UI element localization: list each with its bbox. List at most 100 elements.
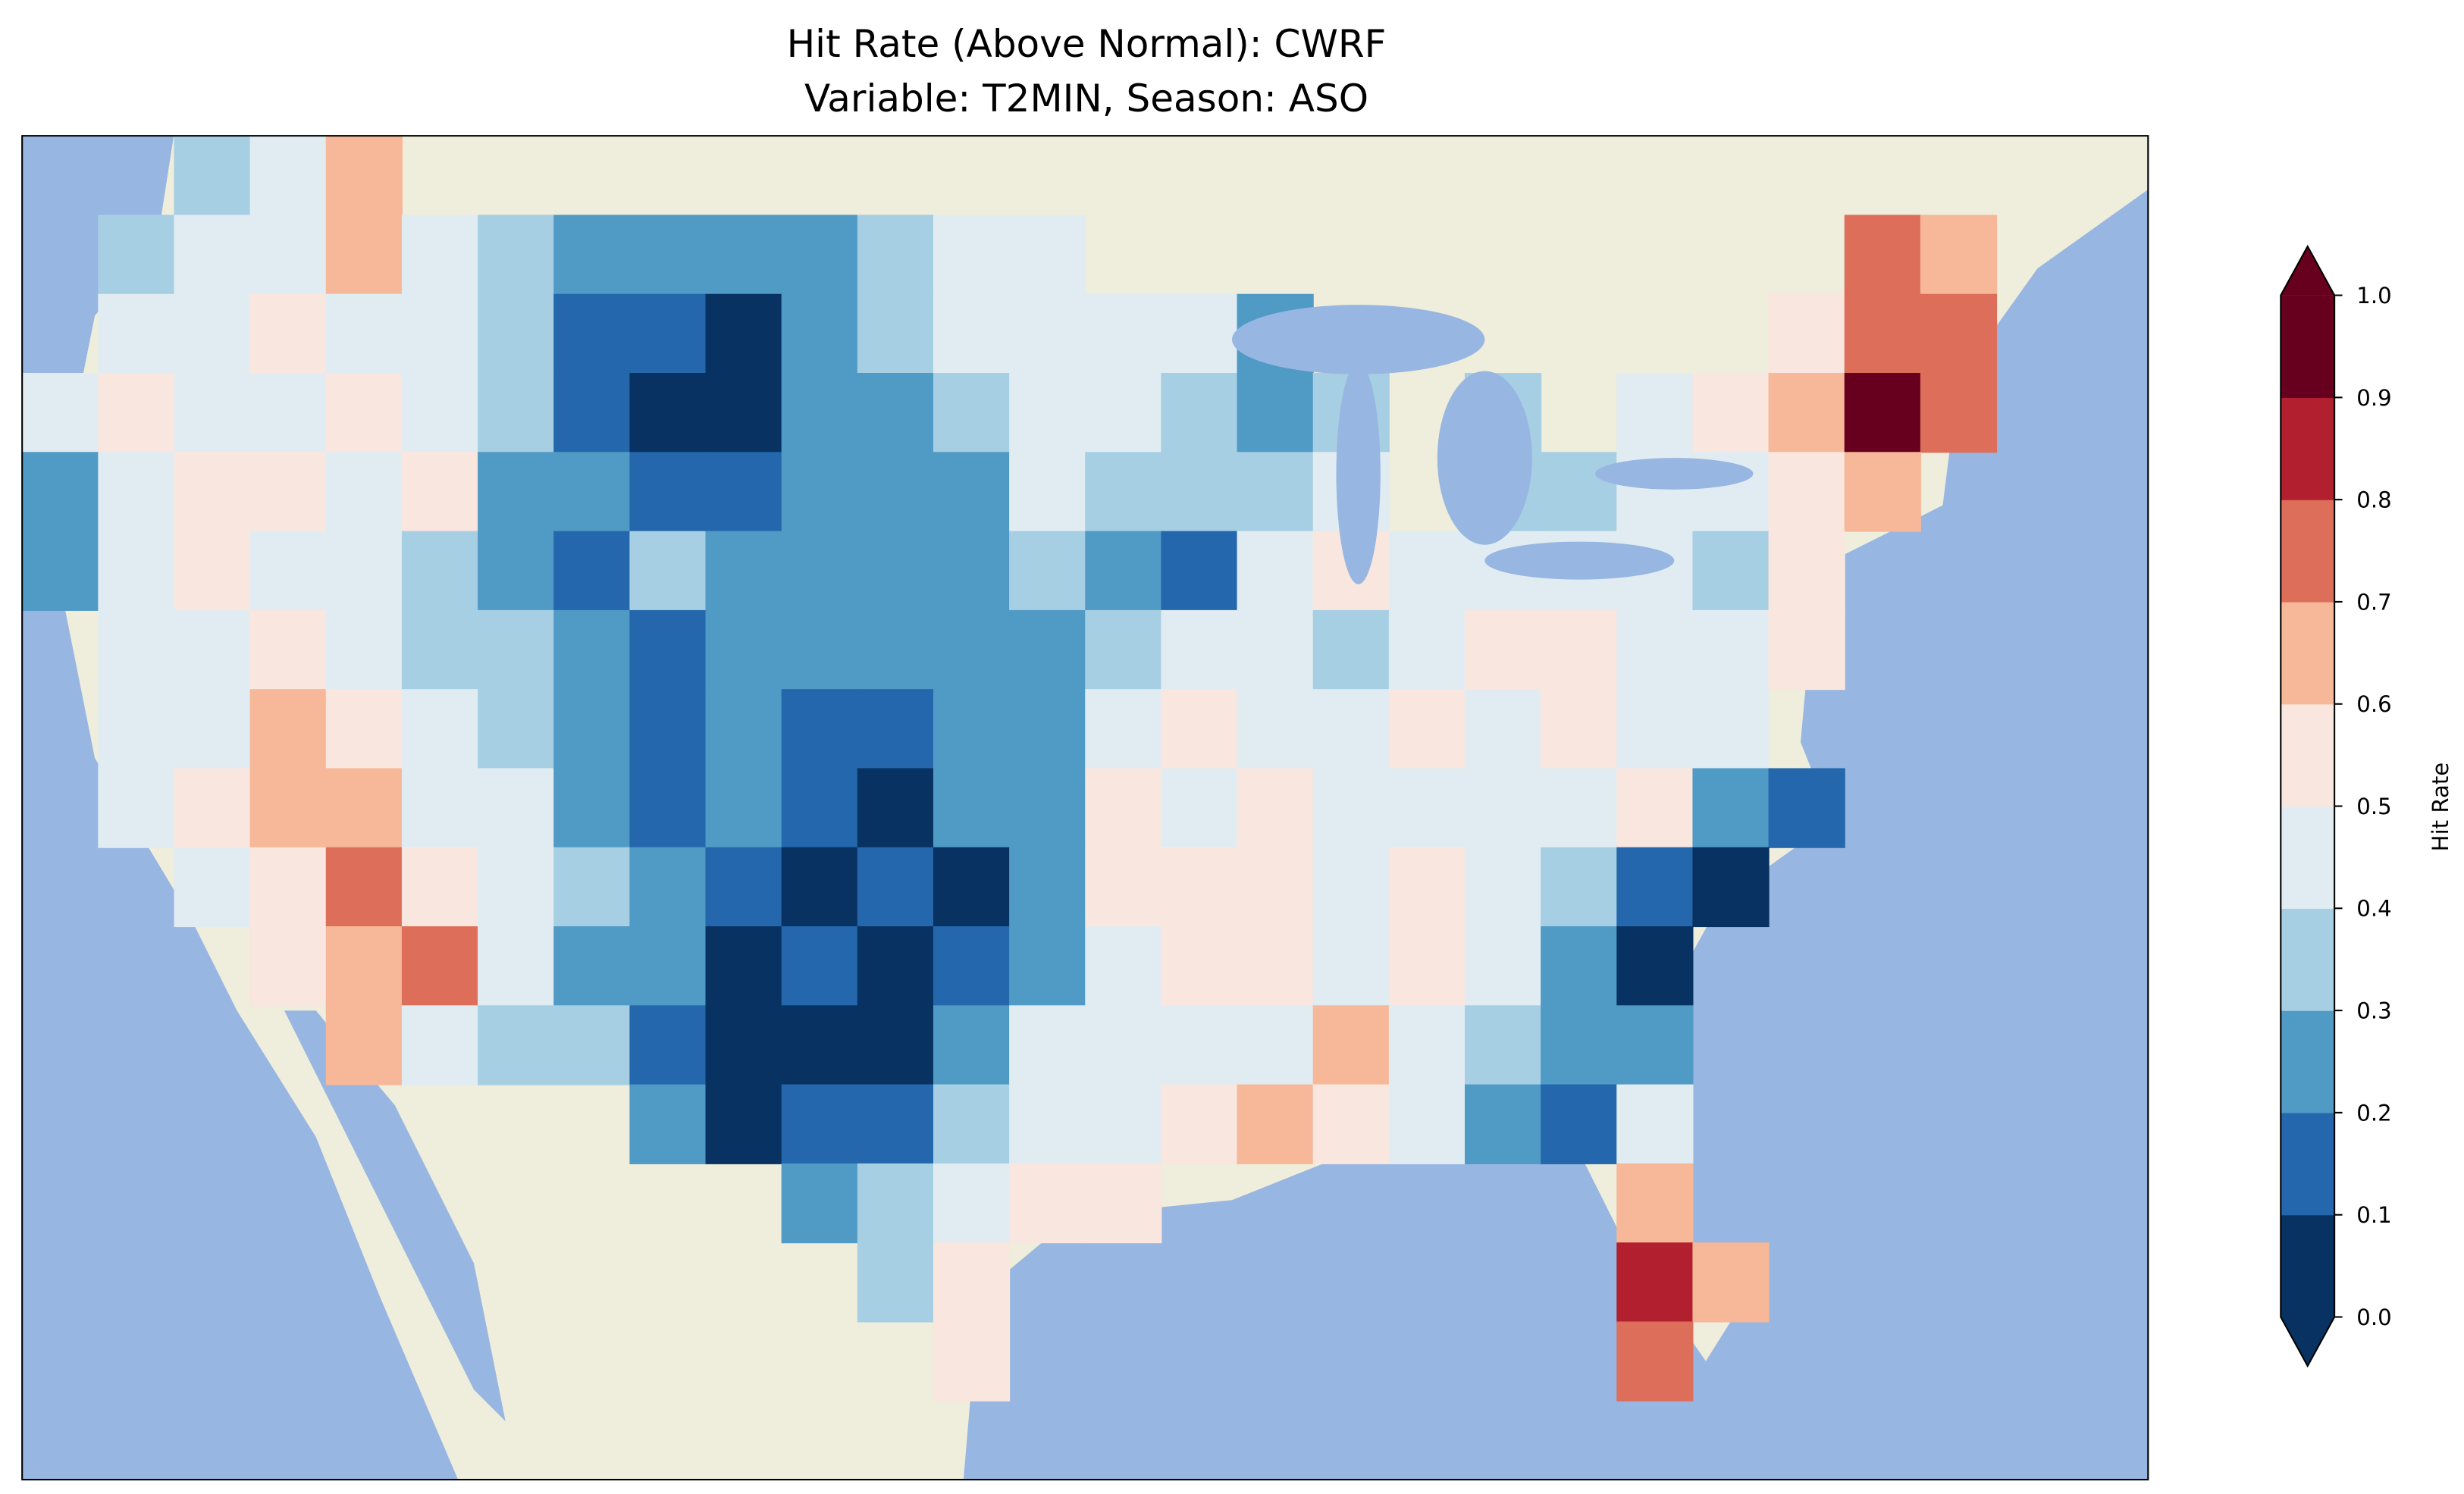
lake — [1336, 363, 1381, 584]
heatmap-cell — [1616, 689, 1694, 769]
heatmap-cell — [629, 1084, 707, 1164]
heatmap-cell — [1237, 926, 1314, 1007]
colorbar-tick-label: 0.1 — [2356, 1202, 2391, 1228]
axes-frame — [21, 135, 2149, 1481]
heatmap-cell — [933, 215, 1011, 295]
heatmap-cell — [781, 1005, 858, 1085]
colorbar-tick-label: 0.5 — [2356, 794, 2391, 819]
heatmap-cell — [249, 293, 327, 374]
heatmap-cell — [1464, 768, 1542, 848]
heatmap-cell — [249, 847, 327, 928]
heatmap-cell — [705, 609, 782, 691]
heatmap-cell — [249, 689, 327, 769]
heatmap-cell — [781, 689, 858, 769]
heatmap-cell — [857, 926, 935, 1007]
heatmap-cell — [1085, 1084, 1162, 1164]
colorbar-extend-max — [2281, 246, 2335, 296]
heatmap-cell — [1237, 452, 1314, 532]
lake — [1437, 371, 1532, 545]
heatmap-cell — [705, 689, 782, 769]
heatmap-cell — [629, 768, 707, 848]
heatmap-cell — [249, 452, 327, 532]
heatmap-cell — [1388, 1084, 1466, 1164]
heatmap-cell — [1844, 293, 1921, 374]
heatmap-cell — [98, 452, 175, 532]
colorbar-tick-label: 0.9 — [2356, 385, 2391, 411]
heatmap-cell — [1616, 847, 1694, 928]
heatmap-cell — [553, 847, 631, 928]
heatmap-cell — [1085, 768, 1162, 848]
heatmap-cell — [1844, 373, 1921, 453]
heatmap-cell — [1312, 847, 1390, 928]
heatmap-cell — [1768, 452, 1845, 532]
heatmap-cell — [1085, 373, 1162, 453]
heatmap-cell — [1464, 1084, 1542, 1164]
heatmap-cell — [933, 531, 1011, 611]
heatmap-cell — [249, 926, 327, 1007]
heatmap-cell — [705, 847, 782, 928]
heatmap-cell — [325, 215, 403, 295]
heatmap-cell — [933, 1242, 1011, 1323]
heatmap-cell — [478, 215, 555, 295]
heatmap-cell — [325, 136, 403, 216]
heatmap-cell — [325, 531, 403, 611]
colorbar-bin — [2281, 1010, 2335, 1113]
heatmap-cell — [1161, 847, 1238, 928]
heatmap-cell — [1768, 768, 1845, 848]
heatmap-cell — [1161, 531, 1238, 611]
heatmap-cell — [1312, 768, 1390, 848]
heatmap-cell — [98, 373, 175, 453]
heatmap-cell — [629, 689, 707, 769]
heatmap-cell — [705, 215, 782, 295]
heatmap-cell — [1312, 1005, 1390, 1085]
heatmap-cell — [325, 689, 403, 769]
heatmap-cell — [1009, 768, 1086, 848]
heatmap-cell — [1616, 373, 1694, 453]
heatmap-cell — [1388, 847, 1466, 928]
colorbar-bin — [2281, 397, 2335, 500]
heatmap-cell — [629, 215, 707, 295]
heatmap-cell — [705, 926, 782, 1007]
heatmap-cell — [553, 768, 631, 848]
heatmap-cell — [629, 926, 707, 1007]
heatmap-cell — [933, 293, 1011, 374]
heatmap-cell — [857, 373, 935, 453]
heatmap-cell — [401, 215, 479, 295]
heatmap-cell — [249, 136, 327, 216]
heatmap-cell — [553, 215, 631, 295]
heatmap-cell — [933, 1163, 1011, 1244]
heatmap-cell — [933, 926, 1011, 1007]
heatmap-cell — [1161, 689, 1238, 769]
heatmap-cell — [1388, 1005, 1466, 1085]
heatmap-cell — [1388, 689, 1466, 769]
heatmap-cell — [325, 768, 403, 848]
heatmap-cell — [1312, 689, 1390, 769]
heatmap-cell — [857, 293, 935, 374]
heatmap-cell — [1388, 531, 1466, 611]
heatmap-cell — [478, 452, 555, 532]
title-line-1: Hit Rate (Above Normal): CWRF — [786, 22, 1387, 66]
heatmap-cell — [401, 609, 479, 691]
heatmap-cell — [1161, 1084, 1238, 1164]
heatmap-cell — [1616, 926, 1694, 1007]
heatmap-cell — [401, 847, 479, 928]
heatmap-cell — [1312, 609, 1390, 691]
heatmap-cell — [1009, 926, 1086, 1007]
heatmap-cell — [553, 452, 631, 532]
heatmap-cell — [478, 768, 555, 848]
lake — [1232, 305, 1485, 374]
heatmap-cell — [1161, 293, 1238, 374]
heatmap-cell — [401, 768, 479, 848]
heatmap-cell — [1692, 609, 1770, 691]
heatmap-cell — [553, 1005, 631, 1085]
heatmap-cell — [1692, 847, 1770, 928]
colorbar-bin — [2281, 1214, 2335, 1318]
heatmap-cell — [933, 689, 1011, 769]
lake — [1484, 541, 1675, 580]
heatmap-cell — [857, 1084, 935, 1164]
heatmap-cell — [933, 1321, 1011, 1402]
heatmap-cell — [1237, 1084, 1314, 1164]
heatmap-cell — [1085, 689, 1162, 769]
heatmap-cell — [1541, 452, 1618, 532]
